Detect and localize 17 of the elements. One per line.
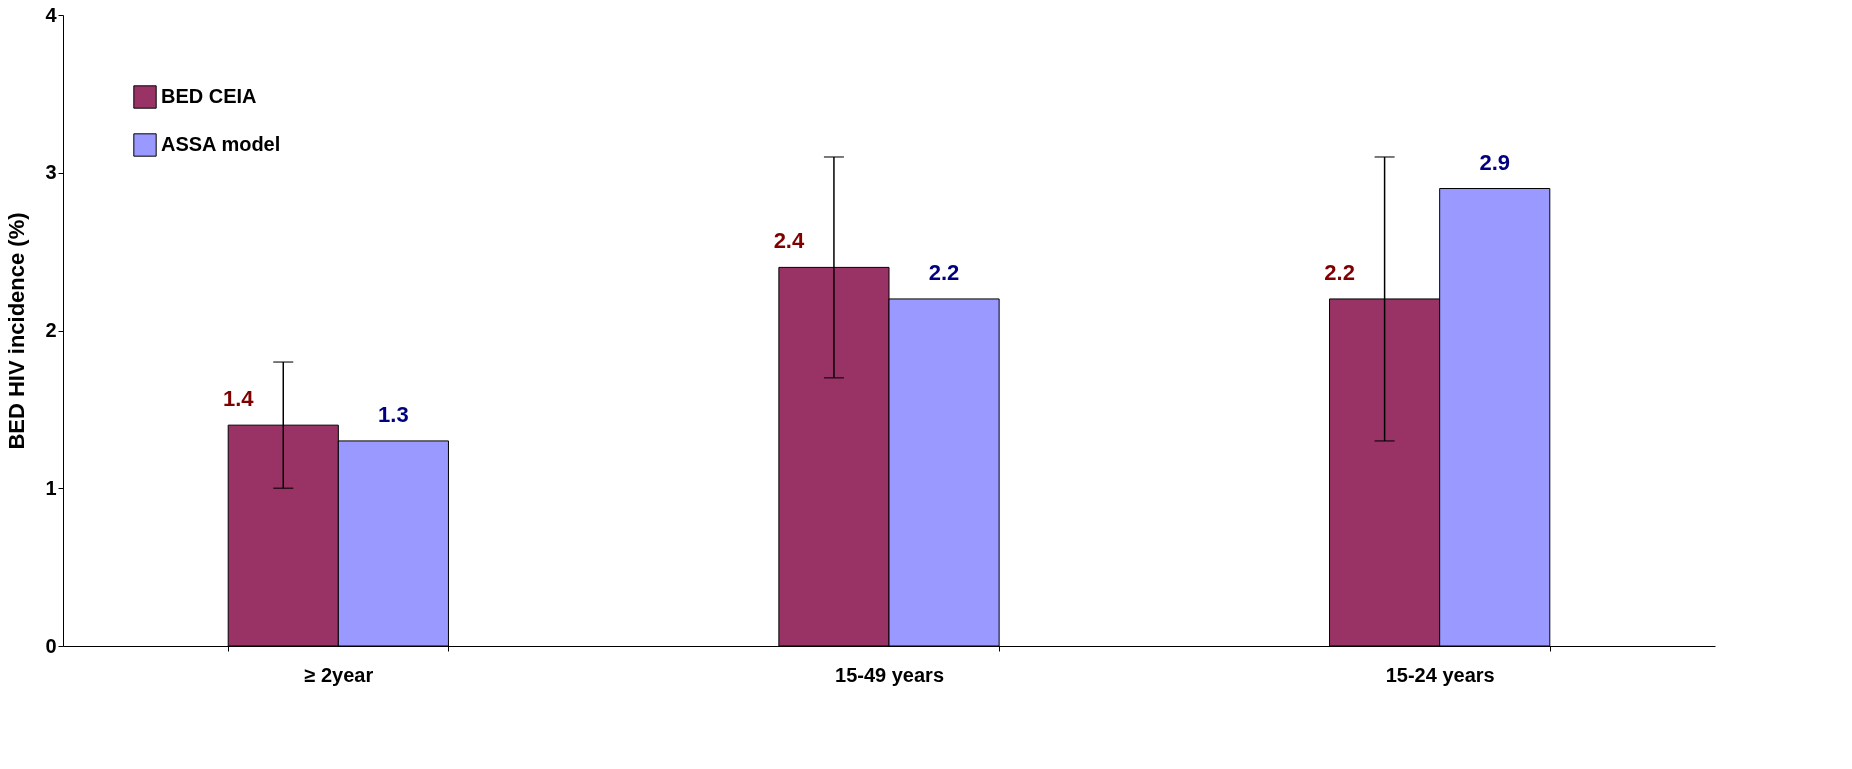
x-tick-label: 15-24 years [1385, 663, 1495, 686]
y-tick-label: 4 [45, 3, 58, 26]
y-tick-label: 2 [45, 319, 57, 341]
legend-label: ASSA model [161, 133, 281, 155]
legend-label: BED CEIA [161, 85, 257, 107]
data-label: 2.4 [773, 228, 805, 254]
y-tick-label: 1 [45, 476, 57, 499]
y-tick-label: 3 [45, 161, 57, 184]
data-label: 2.9 [1479, 149, 1511, 175]
x-tick-label: ≥ 2year [304, 663, 374, 686]
x-tick-label: 15-49 years [835, 663, 944, 686]
data-label: 2.2 [1324, 259, 1355, 285]
y-tick-label: 0 [45, 634, 57, 657]
data-label: 1.3 [378, 401, 409, 427]
data-label: 1.4 [222, 386, 255, 412]
data-label: 2.2 [928, 259, 960, 285]
y-axis-title: BED HIV incidence (%) [4, 212, 30, 450]
